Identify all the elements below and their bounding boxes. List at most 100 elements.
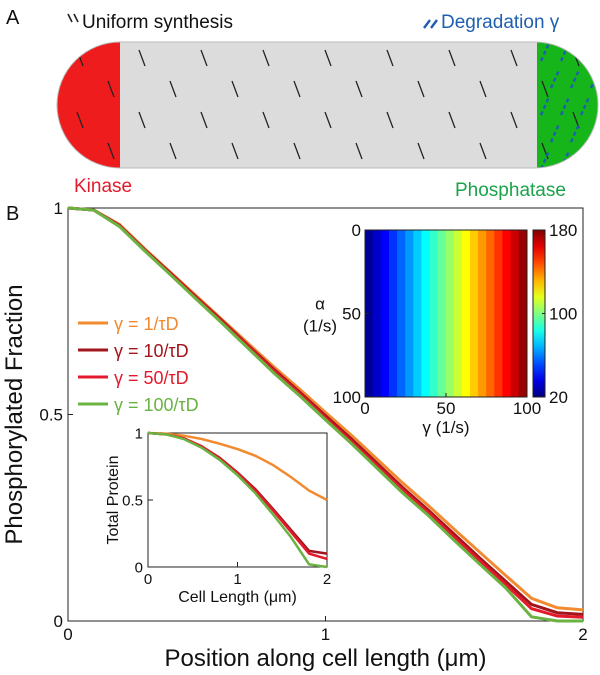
x-axis-label: Cell Length (μm) bbox=[178, 589, 297, 606]
synthesis-icon bbox=[67, 13, 79, 23]
protein-dash bbox=[479, 80, 487, 98]
y-axis-label: Phosphorylated Fraction bbox=[1, 284, 28, 544]
heat-cell bbox=[510, 230, 520, 397]
heat-cell bbox=[502, 230, 512, 397]
y-tick-label: 0.5 bbox=[39, 405, 63, 424]
heat-cell bbox=[437, 230, 447, 397]
y-tick-label: 0 bbox=[54, 612, 63, 631]
y-tick-label: 0 bbox=[352, 221, 361, 240]
series-line bbox=[147, 431, 328, 502]
legend-label: γ = 1/τD bbox=[114, 314, 179, 334]
degradation-dash bbox=[549, 69, 561, 89]
y-tick-label: 1 bbox=[135, 425, 143, 442]
protein-dash bbox=[417, 142, 425, 160]
protein-dash bbox=[200, 49, 208, 67]
heat-cell bbox=[461, 230, 471, 397]
protein-dash bbox=[231, 142, 239, 160]
heat-cell bbox=[364, 230, 374, 397]
x-tick-label: 0 bbox=[360, 399, 369, 418]
legend-label: γ = 100/τD bbox=[114, 395, 199, 415]
cell-outline bbox=[56, 41, 599, 169]
protein-dash bbox=[293, 80, 301, 98]
heat-cell bbox=[470, 230, 479, 397]
protein-dash bbox=[479, 142, 487, 160]
heat-cell bbox=[405, 230, 414, 397]
degradation-dash bbox=[569, 123, 581, 143]
x-tick-label: 0 bbox=[144, 571, 152, 588]
series-line bbox=[67, 206, 583, 623]
legend-label: γ = 10/τD bbox=[114, 341, 189, 361]
x-tick-label: 2 bbox=[578, 625, 587, 644]
protein-dash bbox=[169, 80, 177, 98]
colorbar-tick-label: 20 bbox=[549, 388, 568, 407]
heat-cell bbox=[486, 230, 495, 397]
protein-dash bbox=[355, 142, 363, 160]
x-tick-label: 0 bbox=[63, 625, 72, 644]
protein-dash bbox=[572, 111, 580, 129]
x-tick-label: 2 bbox=[323, 571, 331, 588]
protein-dash bbox=[510, 49, 518, 67]
protein-dash bbox=[262, 49, 270, 67]
degradation-dash bbox=[579, 150, 591, 168]
heat-cell bbox=[453, 230, 463, 397]
heat-cell bbox=[372, 230, 382, 397]
heat-cell bbox=[397, 230, 406, 397]
degradation-dash bbox=[539, 150, 551, 168]
panel-label: A bbox=[6, 7, 20, 29]
phosphatase-pole bbox=[537, 42, 598, 168]
colorbar-tick-label: 180 bbox=[549, 221, 577, 240]
x-tick-label: 1 bbox=[233, 571, 241, 588]
x-axis-label: Position along cell length (μm) bbox=[165, 645, 487, 672]
heat-cell bbox=[429, 230, 439, 397]
protein-dash bbox=[417, 80, 425, 98]
y-axis-label: Total Protein bbox=[105, 456, 122, 545]
y-axis-label: α bbox=[315, 295, 325, 314]
heat-cell bbox=[494, 230, 503, 397]
protein-dash bbox=[169, 142, 177, 160]
protein-dash bbox=[324, 111, 332, 129]
protein-dash bbox=[448, 111, 456, 129]
protein-dash bbox=[262, 111, 270, 129]
protein-dash bbox=[107, 80, 115, 98]
colorbar-tick-label: 100 bbox=[549, 305, 577, 324]
degradation-icon bbox=[423, 19, 438, 29]
series-line bbox=[147, 431, 328, 569]
y-tick-label: 100 bbox=[333, 388, 361, 407]
x-tick-label: 1 bbox=[321, 625, 330, 644]
protein-dash bbox=[231, 80, 239, 98]
x-tick-label: 50 bbox=[437, 399, 456, 418]
y-tick-label: 0.5 bbox=[122, 492, 143, 509]
panel-label: B bbox=[6, 203, 19, 225]
kinase-label: Kinase bbox=[74, 176, 132, 197]
legend-label: γ = 50/τD bbox=[114, 368, 189, 388]
degradation-legend: Degradation γ bbox=[441, 12, 560, 33]
protein-dash bbox=[386, 111, 394, 129]
degradation-dash bbox=[539, 96, 551, 116]
protein-dash bbox=[355, 80, 363, 98]
degradation-dash bbox=[569, 69, 581, 89]
plot-frame bbox=[147, 432, 328, 568]
protein-dash bbox=[541, 80, 549, 98]
heat-cell bbox=[421, 230, 431, 397]
protein-dash bbox=[138, 49, 146, 67]
heat-cell bbox=[518, 230, 528, 397]
protein-dash bbox=[138, 111, 146, 129]
degradation-dash bbox=[579, 42, 591, 62]
heat-cell bbox=[389, 230, 398, 397]
y-tick-label: 1 bbox=[54, 199, 63, 218]
phosphatase-label: Phosphatase bbox=[455, 180, 566, 201]
synthesis-legend: Uniform synthesis bbox=[82, 12, 233, 33]
heat-cell bbox=[380, 230, 390, 397]
y-tick-label: 0 bbox=[135, 559, 143, 576]
heat-cell bbox=[413, 230, 422, 397]
protein-dash bbox=[76, 111, 84, 129]
degradation-dash bbox=[579, 96, 591, 116]
protein-dash bbox=[510, 111, 518, 129]
cell bbox=[57, 42, 598, 168]
x-tick-label: 100 bbox=[513, 399, 541, 418]
x-axis-label: γ (1/s) bbox=[422, 418, 469, 437]
y-tick-label: 50 bbox=[342, 305, 361, 324]
heat-cell bbox=[445, 230, 455, 397]
